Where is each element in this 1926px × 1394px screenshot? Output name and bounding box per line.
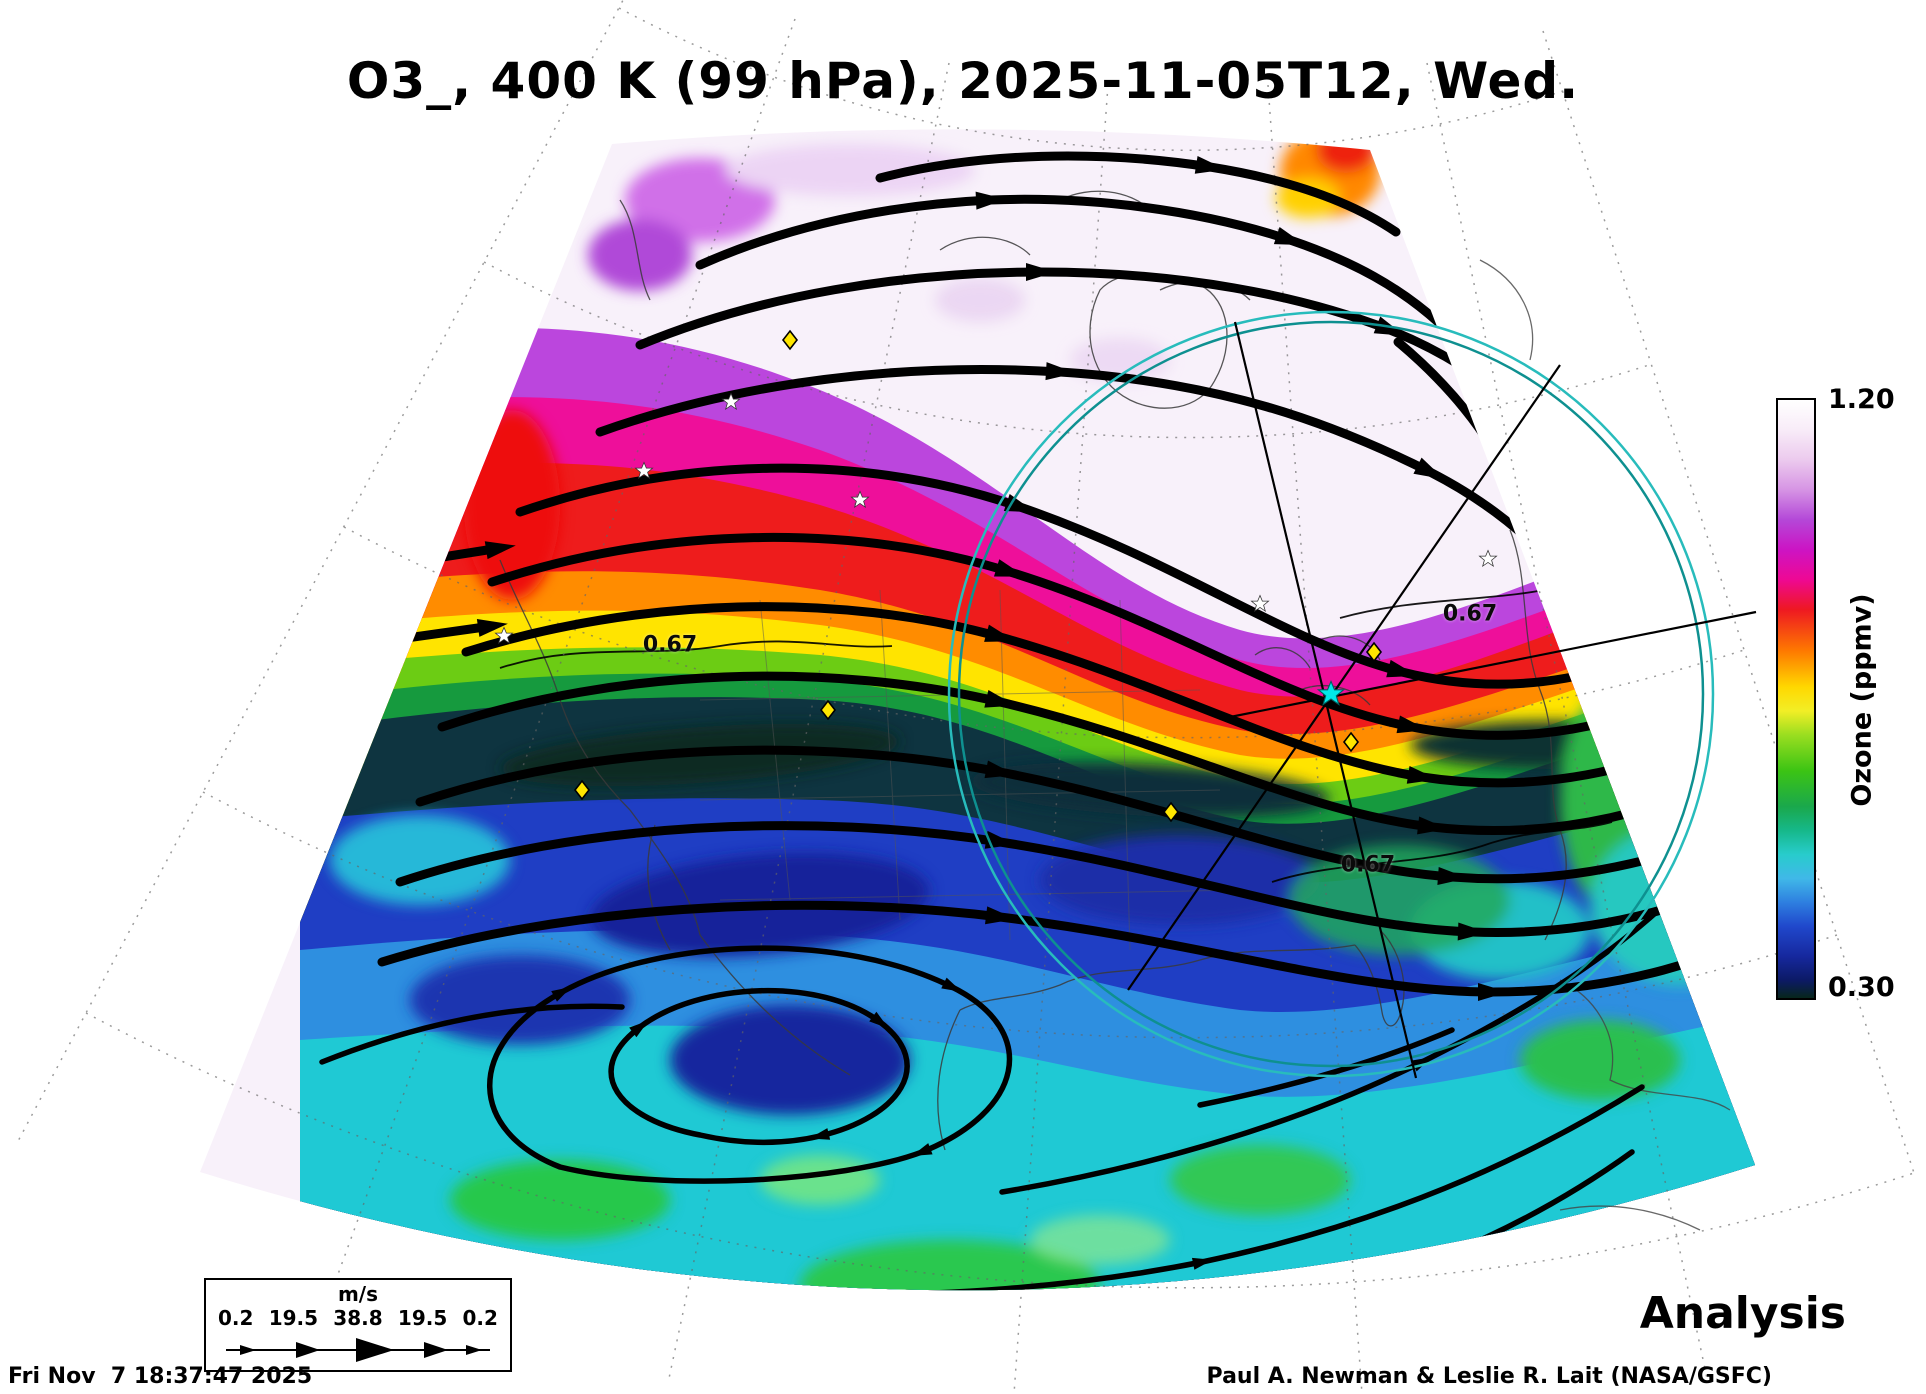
contour-label-1: 0.67 (642, 632, 698, 658)
wind-legend-value: 19.5 (397, 1306, 448, 1330)
ozone-field (200, 129, 1755, 1291)
colorbar-max-label: 1.20 (1828, 384, 1895, 415)
ozone-colorbar (1776, 398, 1816, 1000)
wind-legend-value: 0.2 (218, 1306, 254, 1330)
wind-legend-value: 19.5 (268, 1306, 319, 1330)
range-circle (947, 310, 1715, 1078)
wind-legend-value: 38.8 (333, 1306, 383, 1330)
wind-legend-units: m/s (337, 1282, 379, 1306)
station-diamond-markers (573, 329, 1383, 823)
colorbar-min-label: 0.30 (1828, 972, 1895, 1003)
coastlines-outside (1479, 259, 1731, 1231)
credit-footer: Paul A. Newman & Leslie R. Lait (NASA/GS… (1206, 1364, 1772, 1389)
contour-label-2: 0.67 (1442, 601, 1498, 627)
wind-speed-legend: m/s 0.2 19.5 38.8 19.5 0.2 (204, 1278, 512, 1372)
page-title: O3_, 400 K (99 hPa), 2025-11-05T12, Wed. (346, 52, 1580, 110)
wind-streamlines (319, 151, 1755, 1291)
contour-label-3: 0.67 (1340, 852, 1396, 878)
wind-legend-arrow-scale (226, 1338, 490, 1362)
analysis-label: Analysis (1639, 1288, 1846, 1339)
colorbar-axis-label: Ozone (ppmv) (1846, 593, 1878, 807)
wind-legend-value: 0.2 (462, 1306, 498, 1330)
timestamp-footer: Fri Nov 7 18:37:47 2025 (8, 1364, 313, 1389)
wind-legend-values: 0.2 19.5 38.8 19.5 0.2 (206, 1306, 510, 1330)
